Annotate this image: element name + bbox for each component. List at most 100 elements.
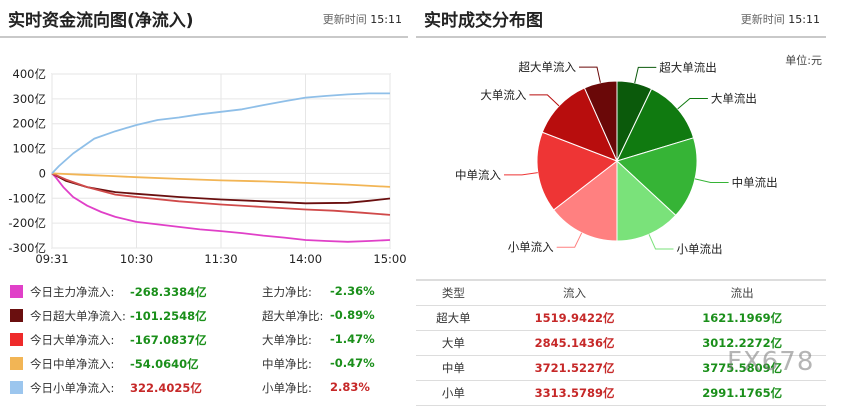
header-outflow: 流出	[658, 279, 826, 306]
pie-leader-line	[694, 178, 729, 183]
update-time-label: 更新时间	[740, 13, 785, 26]
net-ratio-value: 2.83%	[330, 380, 370, 394]
summary-row: 今日中单净流入: -54.0640亿 中单净比: -0.47%	[0, 352, 408, 374]
summary-row: 今日主力净流入: -268.3384亿 主力净比: -2.36%	[0, 280, 408, 302]
summary-label: 今日中单净流入:	[30, 357, 115, 371]
net-inflow-value: -101.2548亿	[130, 309, 207, 323]
y-tick-label: 100亿	[13, 142, 46, 156]
pie-leader-line	[677, 98, 708, 110]
summary-row: 今日超大单净流入: -101.2548亿 超大单净比: -0.89%	[0, 304, 408, 326]
update-time-value: 15:11	[370, 13, 402, 26]
inflow-cell: 2845.1436亿	[490, 330, 659, 356]
pie-slice	[536, 131, 619, 211]
trade-distribution-title: 实时成交分布图	[424, 11, 543, 31]
y-tick-label: -200亿	[8, 216, 46, 230]
series-line	[51, 172, 391, 216]
net-ratio-label: 超大单净比:	[262, 309, 324, 323]
trade-distribution-header: 实时成交分布图 更新时间 15:11	[416, 0, 826, 38]
pie-leader-line	[504, 172, 538, 176]
fund-flow-title: 实时资金流向图(净流入)	[8, 11, 194, 31]
y-tick-label: -300亿	[8, 241, 46, 255]
summary-row: 今日小单净流入: 322.4025亿 小单净比: 2.83%	[0, 376, 408, 398]
series-line	[51, 172, 391, 243]
trade-type-cell: 超大单	[416, 305, 491, 331]
pie-slice-label: 小单流入	[508, 240, 554, 254]
net-ratio-label: 中单净比:	[262, 357, 312, 371]
pie-slice-label: 超大单流出	[659, 60, 717, 74]
y-tick-label: -100亿	[8, 191, 46, 205]
header-inflow: 流入	[490, 279, 659, 306]
pie-slice	[541, 87, 618, 162]
x-tick-label: 11:30	[204, 252, 237, 266]
legend-swatch	[10, 333, 23, 346]
fund-flow-header: 实时资金流向图(净流入) 更新时间 15:11	[0, 0, 408, 38]
outflow-cell: 3012.2272亿	[658, 330, 826, 356]
trade-type-cell: 中单	[416, 355, 491, 381]
net-ratio-label: 小单净比:	[262, 381, 312, 395]
net-inflow-value: 322.4025亿	[130, 381, 202, 395]
summary-label: 今日主力净流入:	[30, 285, 115, 299]
pie-slice-label: 超大单流入	[519, 60, 577, 74]
pie-leader-line	[579, 66, 601, 83]
pie-leader-line	[634, 66, 657, 84]
x-tick-label: 14:00	[289, 252, 322, 266]
net-ratio-label: 主力净比:	[262, 285, 312, 299]
pie-slice-label: 中单流出	[732, 176, 778, 190]
summary-label: 今日大单净流入:	[30, 333, 115, 347]
legend-swatch	[10, 285, 23, 298]
update-time-label: 更新时间	[322, 13, 367, 26]
trade-table: 类型 流入 流出 超大单 1519.9422亿 1621.1969亿 大单 2845.1…	[416, 279, 826, 406]
summary-label: 今日超大单净流入:	[30, 309, 126, 323]
summary-label: 今日小单净流入:	[30, 381, 115, 395]
unit-label: 单位:元	[785, 54, 822, 67]
inflow-cell: 3313.5789亿	[490, 380, 659, 406]
x-tick-label: 09:31	[35, 252, 68, 266]
y-tick-label: 200亿	[13, 117, 46, 131]
header-type: 类型	[416, 279, 491, 306]
pie-leader-line	[529, 94, 560, 107]
pie-leader-line	[556, 232, 583, 248]
x-tick-label: 10:30	[120, 252, 153, 266]
pie-slice	[616, 137, 698, 217]
net-ratio-label: 大单净比:	[262, 333, 312, 347]
trade-type-cell: 小单	[416, 380, 491, 406]
trade-table-row: 大单 2845.1436亿 3012.2272亿	[416, 330, 826, 356]
trade-type-cell: 大单	[416, 330, 491, 356]
x-tick-label: 15:00	[373, 252, 406, 266]
pie-slice	[552, 159, 618, 242]
fund-flow-update-time: 更新时间 15:11	[323, 11, 402, 27]
series-line	[51, 172, 391, 188]
summary-row: 今日大单净流入: -167.0837亿 大单净比: -1.47%	[0, 328, 408, 350]
inflow-cell: 1519.9422亿	[490, 305, 659, 331]
legend-swatch	[10, 381, 23, 394]
trade-distribution-update-time: 更新时间 15:11	[741, 11, 820, 27]
outflow-cell: 1621.1969亿	[658, 305, 826, 331]
legend-swatch	[10, 357, 23, 370]
trade-distribution-panel: 实时成交分布图 更新时间 15:11 单位:元 超大单流出 大单流出 中单流出 小单流…	[416, 0, 826, 406]
pie-slice	[616, 159, 677, 242]
net-inflow-value: -167.0837亿	[130, 333, 207, 347]
pie-slice-label: 大单流入	[480, 88, 526, 102]
pie-slice-label: 中单流入	[455, 168, 501, 182]
pie-slice-label: 大单流出	[711, 92, 757, 106]
trade-table-row: 超大单 1519.9422亿 1621.1969亿	[416, 305, 826, 331]
pie-slice	[616, 88, 695, 162]
outflow-cell: 3775.5809亿	[658, 355, 826, 381]
y-tick-label: 400亿	[13, 67, 46, 81]
update-time-value: 15:11	[788, 13, 820, 26]
net-inflow-value: -268.3384亿	[130, 285, 207, 299]
trade-table-row: 中单 3721.5227亿 3775.5809亿	[416, 355, 826, 381]
outflow-cell: 2991.1765亿	[658, 380, 826, 406]
legend-swatch	[10, 309, 23, 322]
trade-table-row: 小单 3313.5789亿 2991.1765亿	[416, 380, 826, 406]
series-line	[51, 92, 390, 175]
y-tick-label: 0	[39, 166, 46, 180]
net-ratio-value: -2.36%	[330, 284, 375, 298]
watermark-logo: FX678	[727, 347, 815, 377]
pie-slice-label: 小单流出	[677, 242, 723, 256]
net-ratio-value: -0.89%	[330, 308, 375, 322]
net-ratio-value: -0.47%	[330, 356, 375, 370]
inflow-cell: 3721.5227亿	[490, 355, 659, 381]
